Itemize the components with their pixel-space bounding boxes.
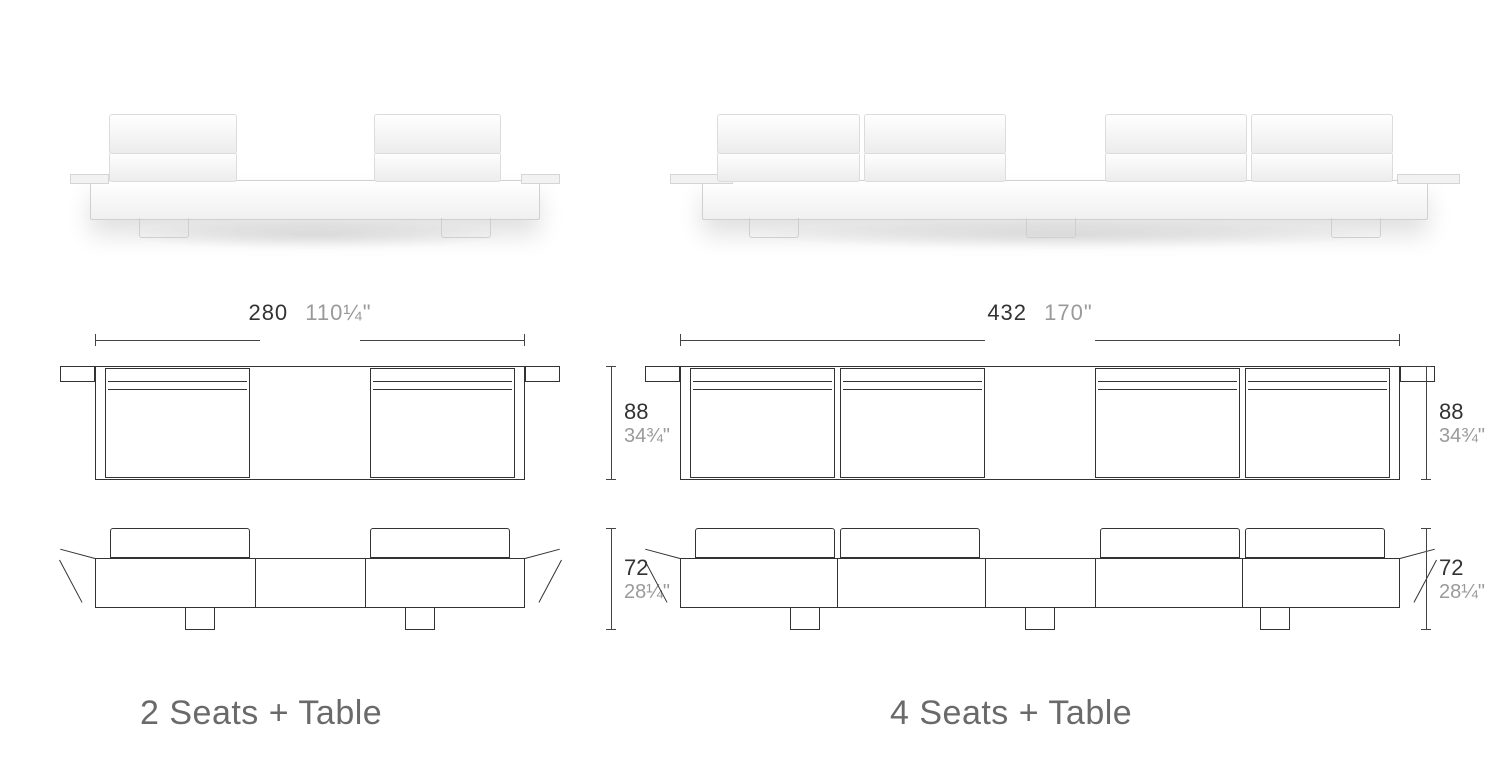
width-dimension: 280 110¼" (95, 300, 525, 326)
product-spec-sheet: 280 110¼" 88 34¾" (0, 0, 1501, 783)
height-imperial: 28¼" (1439, 581, 1485, 604)
height-metric: 72 (1439, 555, 1485, 581)
top-view-4seat: 88 34¾" (680, 358, 1480, 488)
width-imperial: 170" (1044, 300, 1093, 325)
product-caption: 4 Seats + Table (890, 694, 1132, 733)
depth-metric: 88 (1439, 399, 1485, 425)
depth-dimension: 88 34¾" (1439, 399, 1485, 448)
depth-imperial: 34¾" (1439, 425, 1485, 448)
width-dim-line (680, 326, 1400, 354)
width-metric: 432 (987, 300, 1027, 325)
product-render-2seat (70, 60, 560, 260)
front-view-4seat: 72 28¼" (680, 528, 1480, 638)
dimension-drawings-4seat: 432 170" 88 (680, 300, 1480, 638)
height-dimension: 72 28¼" (1439, 555, 1485, 604)
front-view-2seat: 72 28¼" (95, 528, 595, 638)
top-view-2seat: 88 34¾" (95, 358, 595, 488)
product-panel-4seat: 432 170" 88 (620, 0, 1501, 783)
width-dimension: 432 170" (680, 300, 1400, 326)
width-imperial: 110¼" (305, 300, 371, 325)
product-caption: 2 Seats + Table (140, 694, 382, 733)
product-panel-2seat: 280 110¼" 88 34¾" (0, 0, 620, 783)
dimension-drawings-2seat: 280 110¼" 88 34¾" (95, 300, 595, 638)
width-metric: 280 (248, 300, 288, 325)
width-dim-line (95, 326, 525, 354)
product-render-4seat (670, 60, 1460, 260)
